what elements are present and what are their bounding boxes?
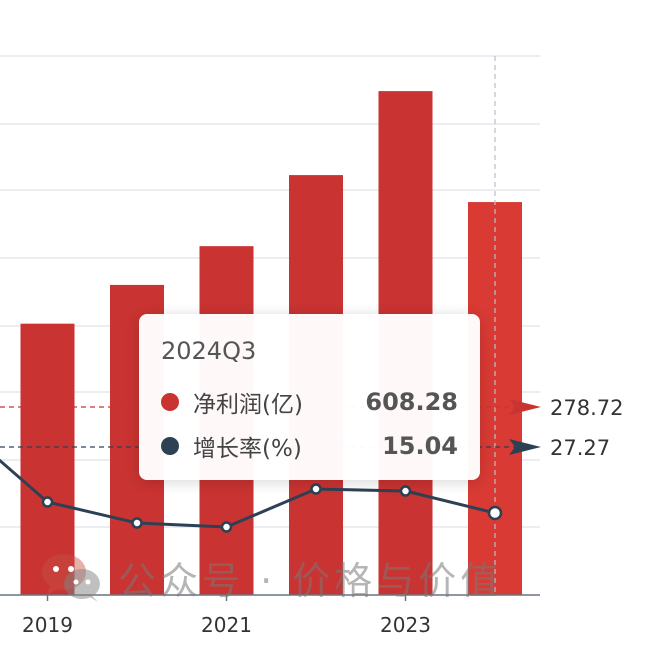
tooltip-row-profit: 净利润(亿) 608.28	[161, 380, 458, 424]
tooltip: 2024Q3 净利润(亿) 608.28 增长率(%) 15.04	[139, 314, 480, 480]
tooltip-dot-growth	[161, 437, 179, 455]
tooltip-label-profit: 净利润(亿)	[193, 392, 303, 418]
tooltip-value-growth: 15.04	[382, 432, 458, 460]
growth-point	[131, 517, 143, 529]
marker-arrow	[509, 439, 541, 455]
growth-point	[220, 521, 233, 533]
growth-point	[399, 485, 412, 497]
wechat-icon	[42, 554, 100, 602]
growth-point	[41, 496, 54, 508]
bar	[20, 323, 75, 595]
x-tick-label: 2021	[201, 613, 252, 637]
watermark-text: 公众号 · 价格与价值	[118, 558, 503, 603]
marker-arrow	[509, 399, 541, 415]
growth-line	[0, 458, 503, 533]
growth-point	[310, 483, 322, 495]
tooltip-value-profit: 608.28	[365, 388, 458, 416]
tooltip-dot-profit	[161, 393, 179, 411]
axis-markers: 278.72 27.27	[0, 396, 623, 460]
x-tick-label: 2019	[22, 613, 73, 637]
x-tick-label: 2023	[380, 613, 431, 637]
tooltip-row-growth: 增长率(%) 15.04	[161, 424, 458, 468]
tooltip-title: 2024Q3	[161, 337, 257, 365]
watermark: 公众号 · 价格与价值	[40, 545, 502, 609]
marker-label: 27.27	[550, 436, 610, 460]
tooltip-label-growth: 增长率(%)	[193, 436, 302, 462]
marker-label: 278.72	[550, 396, 623, 420]
growth-point	[487, 505, 503, 521]
